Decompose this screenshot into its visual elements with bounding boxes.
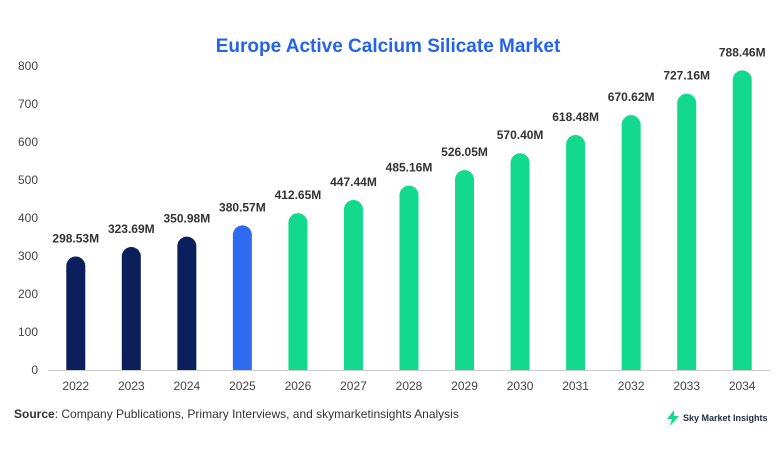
y-tick-label: 300 (18, 249, 38, 263)
y-tick-label: 200 (18, 287, 38, 301)
bar-2027 (343, 199, 363, 370)
bar-2023 (121, 246, 141, 370)
data-label: 485.16M (386, 161, 433, 175)
y-tick-label: 100 (18, 325, 38, 339)
y-tick-label: 500 (18, 173, 38, 187)
data-label: 298.53M (52, 232, 99, 246)
x-tick-label: 2030 (507, 379, 534, 393)
x-tick-label: 2027 (340, 379, 367, 393)
data-label: 412.65M (275, 188, 322, 202)
x-tick-label: 2022 (62, 379, 89, 393)
bars-group (66, 70, 752, 371)
bar-2028 (399, 185, 419, 370)
y-tick-label: 0 (31, 363, 38, 377)
chart-title: Europe Active Calcium Silicate Market (216, 36, 561, 57)
x-tick-label: 2028 (396, 379, 423, 393)
data-label: 323.69M (108, 222, 155, 236)
data-label: 788.46M (719, 45, 766, 59)
x-tick-label: 2029 (451, 379, 478, 393)
bar-2032 (621, 115, 641, 370)
y-tick-label: 700 (18, 97, 38, 111)
y-tick-label: 600 (18, 135, 38, 149)
data-label: 570.40M (497, 128, 544, 142)
bar-2024 (177, 236, 197, 370)
bar-2025 (232, 225, 252, 370)
x-tick-label: 2025 (229, 379, 256, 393)
x-tick-label: 2023 (118, 379, 145, 393)
data-label: 380.57M (219, 200, 266, 214)
source-text: : Company Publications, Primary Intervie… (54, 407, 459, 421)
x-axis: 2022 2023 2024 2025 2026 2027 2028 2029 2030 2031… (62, 379, 755, 393)
data-label: 526.05M (441, 145, 488, 159)
x-tick-label: 2032 (618, 379, 645, 393)
brand-logo: Sky Market Insights (666, 410, 768, 426)
data-label: 618.48M (552, 110, 599, 124)
bar-2034 (732, 70, 752, 371)
y-tick-label: 800 (18, 59, 38, 73)
source-label: Source (14, 407, 55, 421)
bar-2031 (566, 134, 586, 370)
bar-2022 (66, 256, 86, 370)
bar-2029 (455, 170, 475, 370)
bar-2033 (677, 93, 697, 370)
x-tick-label: 2024 (173, 379, 200, 393)
x-tick-label: 2026 (285, 379, 312, 393)
lightning-bolt-icon (667, 410, 679, 426)
data-labels-group: 298.53M 323.69M 350.98M 380.57M 412.65M 447.4… (52, 45, 765, 245)
x-tick-label: 2031 (562, 379, 589, 393)
brand-logo-text: Sky Market Insights (683, 413, 768, 423)
data-label: 447.44M (330, 175, 377, 189)
y-tick-label: 400 (18, 211, 38, 225)
data-label: 727.16M (663, 69, 710, 83)
x-tick-label: 2033 (673, 379, 700, 393)
y-axis: 0 100 200 300 400 500 600 700 800 (18, 59, 38, 377)
x-tick-label: 2034 (729, 379, 756, 393)
data-label: 350.98M (163, 212, 210, 226)
bar-2030 (510, 153, 530, 370)
source-note: Source: Company Publications, Primary In… (14, 407, 459, 421)
data-label: 670.62M (608, 90, 655, 104)
bar-2026 (288, 213, 308, 370)
